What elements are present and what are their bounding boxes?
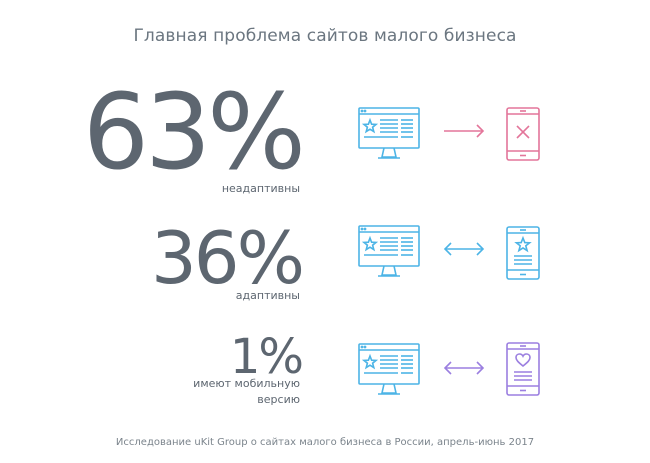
phone-heart-icon xyxy=(506,342,540,396)
percent-36: 36% xyxy=(150,216,305,300)
percent-63: 63% xyxy=(82,71,306,193)
phone-star-icon xyxy=(506,226,540,280)
one-way-arrow-icon xyxy=(444,124,485,138)
two-way-arrow-icon xyxy=(443,361,485,375)
percent-1: 1% xyxy=(229,329,304,385)
two-way-arrow-icon xyxy=(443,242,485,256)
caption-adaptive: адаптивны xyxy=(235,289,300,302)
desktop-monitor-icon xyxy=(358,343,420,395)
caption-line-2: версию xyxy=(257,393,300,406)
footer-source: Исследование uKit Group о сайтах малого … xyxy=(115,437,535,448)
caption-not-adaptive: неадаптивны xyxy=(221,182,300,195)
desktop-monitor-icon xyxy=(358,107,420,159)
phone-x-icon xyxy=(506,107,540,161)
caption-mobile-version: имеют мобильную версию xyxy=(140,376,300,408)
page-title: Главная проблема сайтов малого бизнеса xyxy=(133,26,517,46)
caption-line-1: имеют мобильную xyxy=(193,377,300,390)
desktop-monitor-icon xyxy=(358,225,420,277)
